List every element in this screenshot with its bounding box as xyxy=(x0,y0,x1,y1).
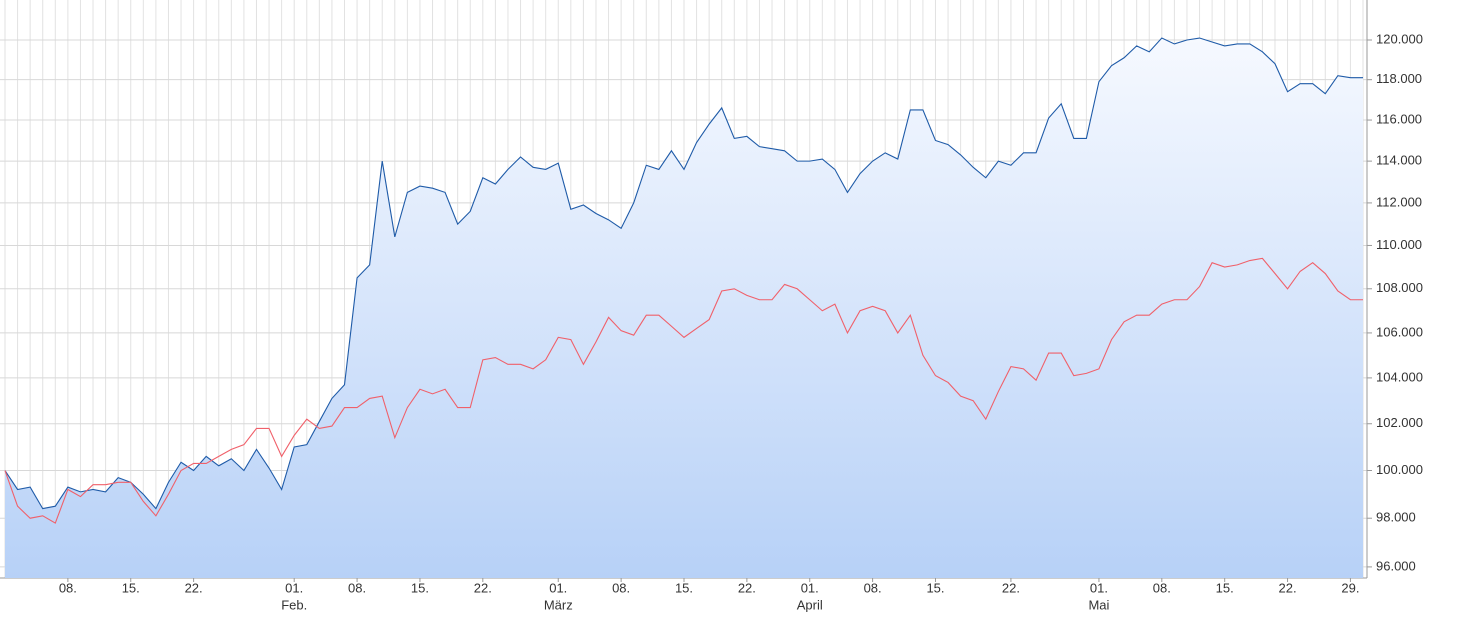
month-label: Mai xyxy=(1088,597,1109,612)
x-tick-label: 08. xyxy=(59,580,77,595)
x-tick-label: 15. xyxy=(411,580,429,595)
x-tick-label: 08. xyxy=(1153,580,1171,595)
x-tick-label: 01. xyxy=(549,580,567,595)
month-label: März xyxy=(544,597,573,612)
y-tick-label: 114.000 xyxy=(1376,153,1422,168)
area xyxy=(5,38,1363,578)
y-tick-label: 106.000 xyxy=(1376,324,1423,339)
x-tick-label: 15. xyxy=(1216,580,1234,595)
y-tick-label: 110.000 xyxy=(1376,237,1422,252)
x-tick-label: 22. xyxy=(1279,580,1297,595)
line xyxy=(4,37,1363,510)
x-tick-label: 15. xyxy=(122,580,140,595)
x-tick-label: 22. xyxy=(474,580,492,595)
x-tick-label: 22. xyxy=(185,580,203,595)
line xyxy=(4,257,1363,524)
x-tick-label: 08. xyxy=(612,580,630,595)
x-tick-label: 15. xyxy=(926,580,944,595)
month-label: April xyxy=(797,597,823,612)
y-tick-label: 100.000 xyxy=(1376,462,1423,477)
y-tick-label: 104.000 xyxy=(1376,369,1423,384)
y-tick-label: 98.000 xyxy=(1376,510,1416,525)
y-tick-label: 120.000 xyxy=(1376,31,1423,46)
x-tick-label: 01. xyxy=(1090,580,1108,595)
x-tick-label: 08. xyxy=(348,580,366,595)
y-tick-label: 118.000 xyxy=(1376,71,1422,86)
y-tick-label: 112.000 xyxy=(1376,194,1422,209)
x-tick-label: 15. xyxy=(675,580,693,595)
y-tick-label: 108.000 xyxy=(1376,280,1423,295)
x-tick-label: 22. xyxy=(1002,580,1020,595)
y-tick-label: 96.000 xyxy=(1376,558,1416,573)
x-tick-label: 22. xyxy=(738,580,756,595)
y-tick-label: 116.000 xyxy=(1376,111,1422,126)
month-label: Feb. xyxy=(281,597,307,612)
x-tick-label: 29. xyxy=(1341,580,1359,595)
y-tick-label: 102.000 xyxy=(1376,415,1423,430)
x-tick-label: 01. xyxy=(285,580,303,595)
x-tick-label: 01. xyxy=(801,580,819,595)
x-tick-label: 08. xyxy=(864,580,882,595)
